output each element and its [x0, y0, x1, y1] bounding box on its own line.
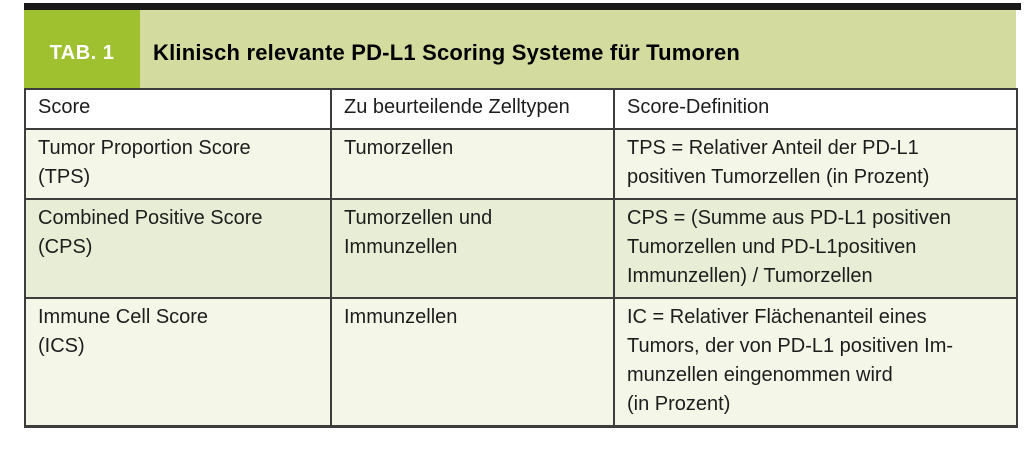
pdl1-scoring-table: Score Zu beurteilende Zelltypen Score-De…: [24, 88, 1018, 428]
column-header-definition: Score-Definition: [613, 88, 1018, 130]
cell-celltypes-ics: Immunzellen: [330, 297, 615, 428]
cell-definition-ics: IC = Relativer Flächenanteil eines Tumor…: [613, 297, 1018, 428]
table-row-ics: Immune Cell Score (ICS) Immunzellen IC =…: [24, 297, 1018, 428]
table-title: Klinisch relevante PD-L1 Scoring Systeme…: [153, 40, 741, 65]
top-divider-bar: [24, 3, 1021, 10]
cell-definition-cps: CPS = (Summe aus PD-L1 positiven Tumorze…: [613, 198, 1018, 299]
column-header-celltypes: Zu beurteilende Zelltypen: [330, 88, 615, 130]
table-row-cps: Combined Positive Score (CPS) Tumorzelle…: [24, 198, 1018, 299]
cell-score-ics: Immune Cell Score (ICS): [24, 297, 332, 428]
column-header-row: Score Zu beurteilende Zelltypen Score-De…: [24, 88, 1018, 130]
column-header-score: Score: [24, 88, 332, 130]
cell-definition-tps: TPS = Relativer Anteil der PD-L1 positiv…: [613, 128, 1018, 200]
cell-score-cps: Combined Positive Score (CPS): [24, 198, 332, 299]
table-header-band: TAB. 1 Klinisch relevante PD-L1 Scoring …: [24, 10, 1016, 88]
cell-celltypes-cps: Tumorzellen und Immunzellen: [330, 198, 615, 299]
table-number-badge: TAB. 1: [24, 10, 140, 88]
table-number-label: TAB. 1: [49, 41, 115, 64]
cell-score-tps: Tumor Proportion Score (TPS): [24, 128, 332, 200]
cell-celltypes-tps: Tumorzellen: [330, 128, 615, 200]
table-row-tps: Tumor Proportion Score (TPS) Tumorzellen…: [24, 128, 1018, 200]
